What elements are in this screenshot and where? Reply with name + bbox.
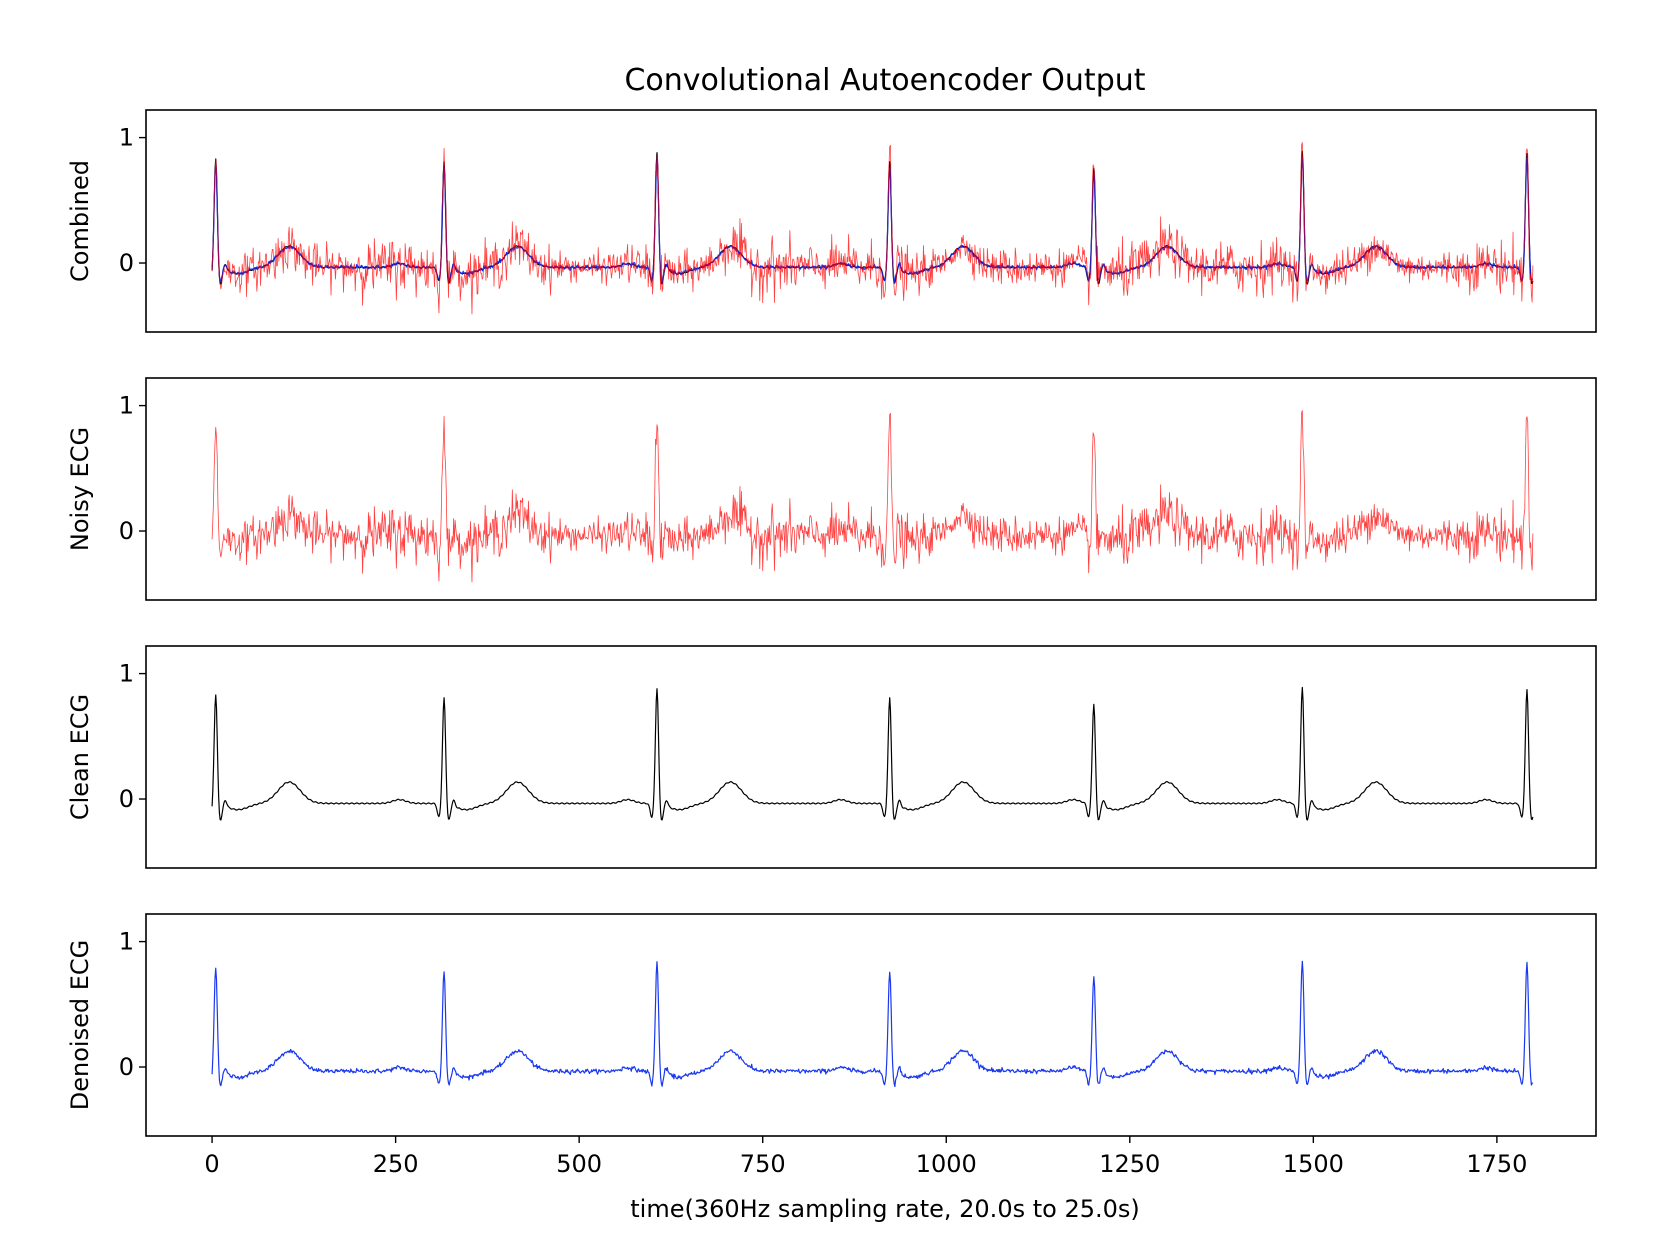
x-tick-label: 250 [373, 1150, 419, 1178]
x-tick-label: 1750 [1466, 1150, 1527, 1178]
y-axis-label: Denoised ECG [66, 940, 94, 1110]
y-axis-label: Noisy ECG [66, 427, 94, 551]
plot-area [211, 686, 1534, 821]
axes-frame [145, 913, 1597, 1137]
y-tick-label: 1 [119, 660, 134, 688]
plot-area [211, 410, 1534, 583]
plot-area [211, 960, 1533, 1088]
y-tick-label: 0 [119, 249, 134, 277]
x-axis-label: time(360Hz sampling rate, 20.0s to 25.0s… [630, 1195, 1140, 1223]
x-tick-label: 1500 [1283, 1150, 1344, 1178]
denoised-ecg-line [211, 960, 1533, 1088]
y-tick-label: 1 [119, 392, 134, 420]
subplot-2: 0 1 Noisy ECG [66, 377, 1597, 601]
clean-ecg-line [211, 686, 1534, 821]
y-axis-label: Combined [66, 160, 94, 282]
noisy-ecg-line [211, 410, 1534, 583]
axes-frame [145, 109, 1597, 333]
chart-title: Convolutional Autoencoder Output [624, 63, 1145, 98]
y-tick-label: 0 [119, 785, 134, 813]
plot-area [211, 142, 1534, 315]
y-tick-label: 0 [119, 1053, 134, 1081]
y-tick-label: 0 [119, 517, 134, 545]
x-tick-label: 500 [556, 1150, 602, 1178]
y-axis-label: Clean ECG [66, 694, 94, 820]
y-tick-label: 1 [119, 928, 134, 956]
subplot-3: 0 1 Clean ECG [66, 645, 1597, 869]
x-tick-label: 1000 [916, 1150, 977, 1178]
x-tick-label: 1250 [1099, 1150, 1160, 1178]
subplot-4: 0 1 Denoised ECG 0 250 500 750 1000 1250 1500 1750 [66, 913, 1597, 1178]
subplot-panels: 0 1 Combined 0 1 Noisy ECG 0 1 Clean ECG 0 1 Denois… [66, 109, 1597, 1178]
axes-frame [145, 645, 1597, 869]
y-tick-label: 1 [119, 124, 134, 152]
subplot-1: 0 1 Combined [66, 109, 1597, 333]
x-tick-label: 0 [204, 1150, 219, 1178]
axes-frame [145, 377, 1597, 601]
noisy-ecg-line [211, 142, 1534, 315]
x-tick-label: 750 [740, 1150, 786, 1178]
